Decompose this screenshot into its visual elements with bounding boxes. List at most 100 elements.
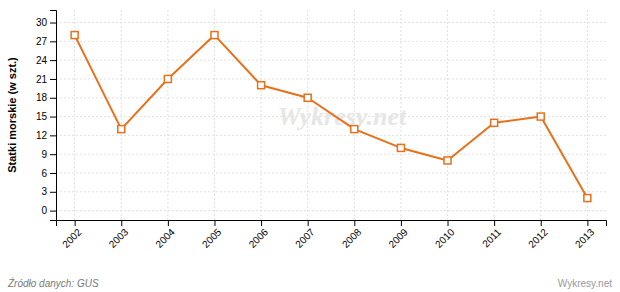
grid-line-y [56,191,606,192]
grid-line-x [494,10,495,220]
y-tick: 15 [36,111,56,122]
grid [56,10,606,220]
grid-line-x [587,10,588,220]
x-tick: 2007 [293,220,317,250]
plot-watermark: Wykresy.net [278,102,407,131]
x-tick: 2005 [200,220,224,250]
grid-line-y [56,135,606,136]
grid-line-x [121,10,122,220]
chart-svg: Wykresy.net20022003200420052006200720082… [0,0,620,292]
x-tick: 2008 [340,220,364,250]
y-tick: 12 [36,130,56,141]
grid-line-x [74,10,75,220]
y-tick-mark [50,211,56,212]
y-tick-label: 18 [36,92,48,103]
y-tick-label: 12 [36,130,48,141]
grid-line-x [214,10,215,220]
x-tick-mark [448,220,449,226]
y-tick-mark [50,41,56,42]
y-tick: 24 [36,55,56,66]
y-tick: 21 [36,74,56,85]
grid-line-y [56,172,606,173]
x-tick-mark [214,220,215,226]
y-tick-mark [50,98,56,99]
y-tick-label: 3 [41,186,47,197]
data-point [444,157,451,164]
grid-line-x [447,10,448,220]
x-tick-mark [587,220,588,226]
data-point [397,144,404,151]
x-tick-mark [494,220,495,226]
x-tick: 2011 [480,220,503,249]
grid-line-x [167,10,168,220]
x-axis-line [57,221,607,227]
y-tick-mark [50,154,56,155]
x-tick-mark [75,220,76,226]
x-tick: 2012 [526,220,550,250]
x-tick-mark [121,220,122,226]
data-point [258,82,265,89]
data-point [211,32,218,39]
y-tick: 30 [36,17,56,28]
x-tick: 2009 [386,220,410,250]
x-tick: 2006 [247,220,271,250]
data-point [164,75,171,82]
y-tick-mark [50,117,56,118]
y-tick-label: 15 [36,111,48,122]
grid-line-y [56,154,606,155]
x-tick-label: 2011 [480,226,503,249]
y-tick-label: 9 [41,149,47,160]
data-point [118,126,125,133]
y-axis-line [50,11,57,221]
y-tick-mark [50,135,56,136]
x-tick-label: 2004 [153,226,177,250]
x-tick: 2002 [60,220,84,250]
data-point [351,126,358,133]
source-note: Źródło danych: GUS [7,277,99,289]
x-tick-label: 2003 [107,226,131,250]
y-tick-label: 21 [36,74,48,85]
plot-area [71,32,591,202]
x-tick-label: 2008 [340,226,364,250]
x-tick-mark [541,220,542,226]
footer-watermark: Wykresy.net [558,278,612,289]
grid-line-x [261,10,262,220]
x-axis: 2002 2003 2004 2005 2006 2007 2008 2009 2010 2011… [57,220,607,250]
y-tick-label: 6 [41,168,47,179]
x-tick-label: 2010 [433,226,457,250]
grid-line-y [56,60,606,61]
grid-line-y [56,210,606,211]
x-tick-mark [308,220,309,226]
y-tick-mark [50,173,56,174]
data-point [584,195,591,202]
grid-line-y [56,22,606,23]
y-tick: 18 [36,92,56,103]
y-tick: 27 [36,36,56,47]
x-tick-label: 2013 [573,226,597,250]
x-tick-label: 2005 [200,226,224,250]
x-tick-label: 2009 [386,226,410,250]
x-tick: 2013 [573,220,597,250]
x-tick-mark [261,220,262,226]
y-tick-mark [50,23,56,24]
y-axis-title: Statki morskie (w szt.) [6,57,18,173]
grid-line-y [56,78,606,79]
grid-line-y [56,97,606,98]
x-tick-label: 2007 [293,226,317,250]
data-point [304,94,311,101]
y-tick-mark [50,192,56,193]
grid-line-y [56,41,606,42]
y-tick-mark [50,79,56,80]
data-point [537,113,544,120]
y-tick-label: 27 [36,36,48,47]
y-tick: 9 [41,149,56,160]
y-tick-mark [50,60,56,61]
x-tick-label: 2002 [60,226,84,250]
x-tick: 2004 [153,220,177,250]
y-tick-label: 30 [36,17,48,28]
x-tick: 2010 [433,220,457,250]
x-tick: 2003 [107,220,131,250]
x-tick-mark [401,220,402,226]
y-tick-label: 24 [36,55,48,66]
data-point [71,32,78,39]
